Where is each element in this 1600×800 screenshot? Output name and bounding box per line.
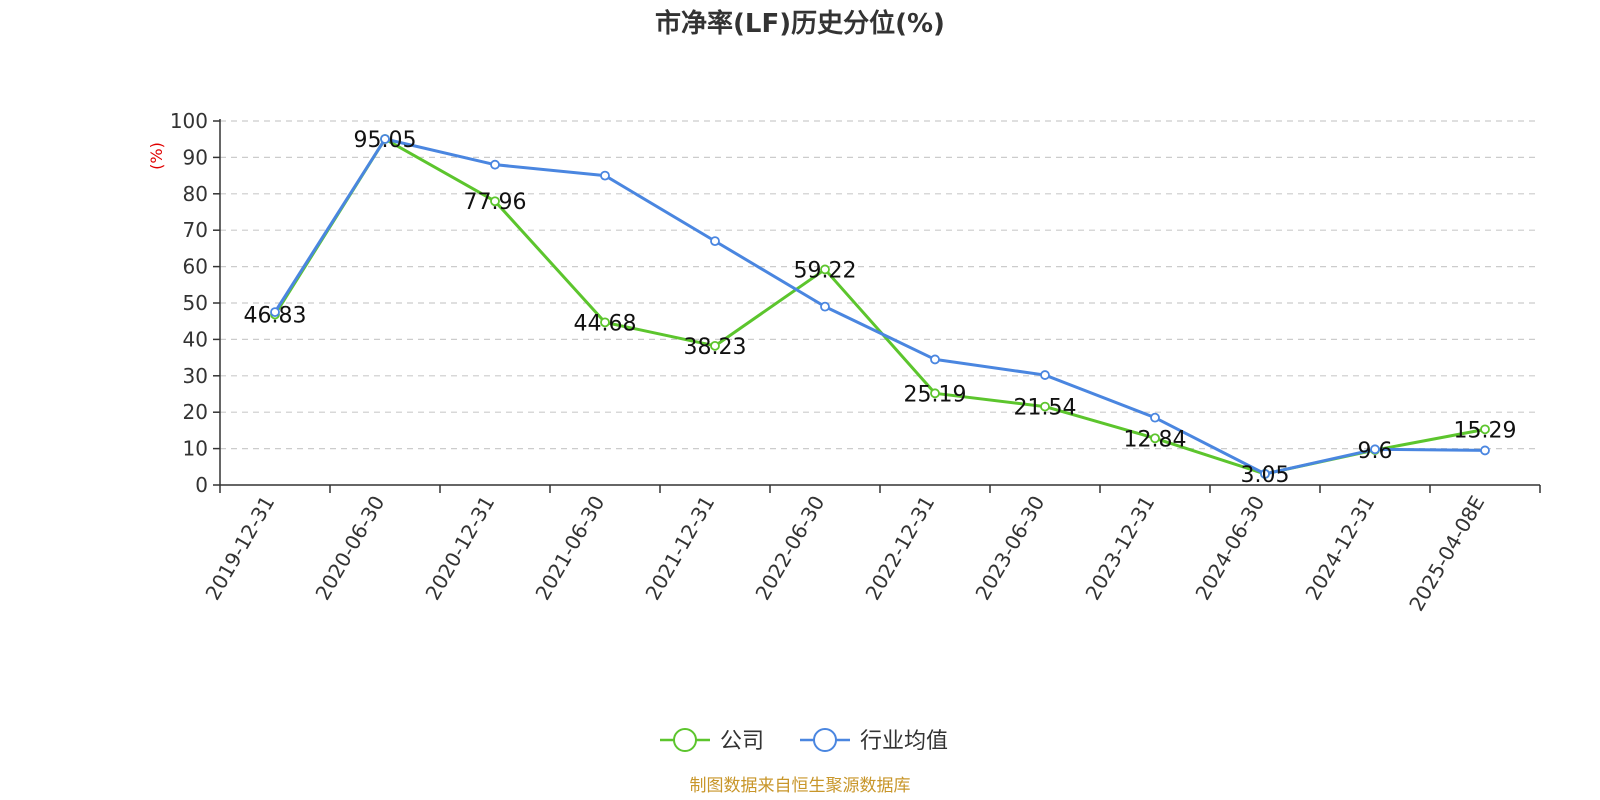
data-label: 59.22	[794, 258, 857, 283]
series-line	[273, 137, 1486, 476]
y-tick-label: 80	[183, 182, 208, 206]
series-industry	[270, 134, 1490, 479]
data-label: 21.54	[1014, 396, 1077, 421]
axes	[219, 119, 1540, 486]
data-label: 3.05	[1241, 463, 1290, 488]
data-labels: 46.83 95.05 77.96 44.68 38.23 59.22 25.19 21.54…	[244, 128, 1517, 488]
data-point[interactable]	[1480, 424, 1490, 435]
legend[interactable]: 公司 行业均值	[660, 728, 948, 754]
data-label: 12.84	[1124, 427, 1187, 452]
series-company	[270, 134, 1490, 479]
data-point[interactable]	[1370, 444, 1380, 455]
data-point[interactable]	[930, 354, 940, 365]
data-point[interactable]	[1480, 445, 1490, 456]
x-tick-label: 2025-04-08E	[1404, 492, 1489, 616]
data-point[interactable]	[710, 340, 720, 351]
y-tick-label: 60	[183, 255, 208, 279]
x-tick-label: 2023-06-30	[970, 492, 1049, 605]
y-tick-label: 10	[183, 437, 208, 461]
grid-lines	[220, 120, 1540, 450]
x-tick-label: 2023-12-31	[1080, 492, 1159, 605]
y-tick-label: 0	[195, 473, 208, 497]
legend-label: 行业均值	[860, 729, 948, 754]
series-line	[273, 137, 1486, 476]
data-point[interactable]	[600, 317, 610, 328]
x-tick-label: 2019-12-31	[200, 492, 279, 605]
data-point[interactable]	[820, 301, 830, 312]
data-label: 95.05	[354, 128, 417, 153]
y-tick-label: 20	[183, 400, 208, 424]
x-tick-label: 2024-06-30	[1190, 492, 1269, 605]
data-label: 46.83	[244, 304, 307, 329]
x-tick-label: 2024-12-31	[1300, 492, 1379, 605]
legend-marker	[673, 728, 697, 752]
data-point[interactable]	[710, 236, 720, 247]
legend-item-company[interactable]: 公司	[660, 728, 764, 754]
data-label: 44.68	[574, 311, 637, 336]
data-point[interactable]	[820, 264, 830, 275]
data-point[interactable]	[490, 159, 500, 170]
y-tick-label: 70	[183, 218, 208, 242]
x-tick-label: 2022-12-31	[860, 492, 939, 605]
data-point[interactable]	[490, 196, 500, 207]
y-ticks: 0 10 20 30 40 50 60 70 80 90 100	[170, 109, 220, 497]
x-tick-label: 2020-06-30	[310, 492, 389, 605]
data-label: 77.96	[464, 190, 527, 215]
legend-marker	[813, 728, 837, 752]
y-tick-label: 90	[183, 145, 208, 169]
series-lines	[270, 134, 1490, 479]
data-label: 25.19	[904, 382, 967, 407]
y-tick-label: 30	[183, 364, 208, 388]
data-label: 15.29	[1454, 418, 1517, 443]
data-point[interactable]	[1150, 433, 1160, 444]
chart-title: 市净率(LF)历史分位(%)	[655, 8, 945, 39]
data-point[interactable]	[1040, 370, 1050, 380]
legend-item-industry[interactable]: 行业均值	[800, 728, 948, 754]
x-ticks: 2019-12-31 2020-06-30 2020-12-31 2021-06-30…	[200, 485, 1541, 616]
y-tick-label: 50	[183, 291, 208, 315]
data-label: 38.23	[684, 335, 747, 360]
legend-label: 公司	[720, 729, 764, 754]
x-tick-label: 2021-06-30	[530, 492, 609, 605]
y-axis-label: (%)	[147, 142, 166, 170]
x-tick-label: 2022-06-30	[750, 492, 829, 605]
x-tick-label: 2020-12-31	[420, 492, 499, 605]
data-point[interactable]	[1150, 412, 1160, 423]
data-point[interactable]	[1040, 401, 1050, 412]
data-point[interactable]	[380, 134, 390, 144]
data-point[interactable]	[600, 170, 610, 181]
x-tick-label: 2021-12-31	[640, 492, 719, 605]
y-tick-label: 40	[183, 327, 208, 351]
source-note: 制图数据来自恒生聚源数据库	[690, 776, 911, 796]
data-point[interactable]	[930, 388, 940, 399]
data-label: 9.6	[1358, 439, 1393, 464]
data-point[interactable]	[270, 307, 280, 318]
data-point[interactable]	[1260, 468, 1270, 479]
y-tick-label: 100	[170, 109, 208, 133]
